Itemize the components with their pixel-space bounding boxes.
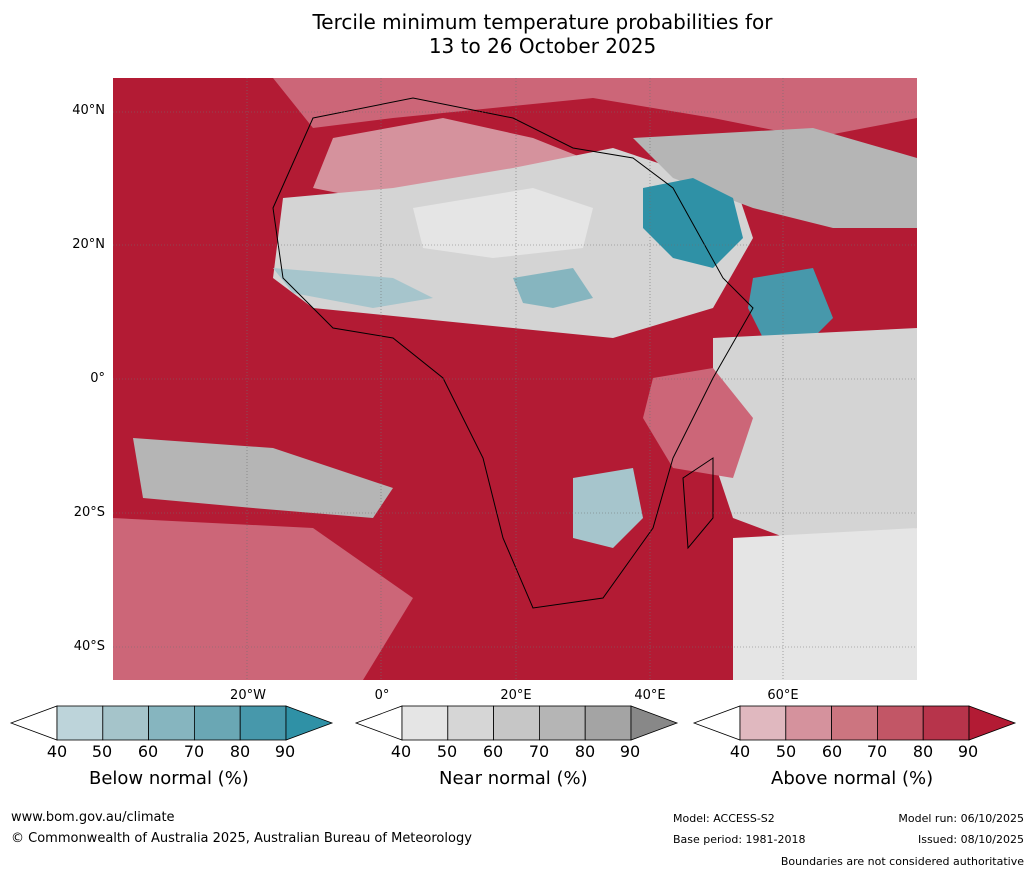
madagascar-coastline	[682, 457, 714, 550]
chart-title: Tercile minimum temperature probabilitie…	[0, 10, 1035, 58]
cbar-near-tick-90: 90	[619, 742, 641, 761]
colorbar-2-min-arrow	[692, 705, 741, 741]
lat-label-20s: 20°S	[73, 505, 105, 520]
region-sahara-light	[413, 188, 593, 258]
colorbar-0	[9, 705, 334, 741]
issued-text: Issued: 08/10/2025	[917, 833, 1024, 846]
cbar-below-tick-40: 40	[46, 742, 68, 761]
cbar-below-tick-60: 60	[137, 742, 159, 761]
colorbar-2-segment-2	[785, 705, 832, 741]
colorbars	[9, 705, 1017, 741]
colorbar-2-segment-4	[877, 705, 924, 741]
colorbar-2	[692, 705, 1017, 741]
region-sudan-below-normal	[513, 268, 593, 308]
cbar-above-tick-50: 50	[775, 742, 797, 761]
cbar-above-tick-90: 90	[957, 742, 979, 761]
region-south-indian-ocean	[733, 528, 917, 680]
lon-label-60e: 60°E	[767, 688, 799, 703]
colorbar-1-segment-2	[447, 705, 494, 741]
lon-label-40e: 40°E	[634, 688, 666, 703]
lat-label-0: 0°	[90, 371, 105, 386]
colorbar-2-segment-3	[831, 705, 878, 741]
title-line-2: 13 to 26 October 2025	[428, 34, 657, 58]
region-middle-east-gray	[633, 128, 917, 228]
base-period-text: Base period: 1981-2018	[673, 833, 806, 846]
lat-label-20n: 20°N	[72, 237, 105, 252]
lat-label-40s: 40°S	[73, 639, 105, 654]
colorbar-0-segment-3	[148, 705, 195, 741]
cbar-near-title: Near normal (%)	[439, 768, 588, 789]
cbar-below-tick-70: 70	[183, 742, 205, 761]
model-text: Model: ACCESS-S2	[673, 812, 775, 825]
region-indian-ocean-near-normal	[713, 328, 917, 548]
colorbar-1-segment-4	[539, 705, 586, 741]
colorbar-1-min-arrow	[354, 705, 403, 741]
cbar-above-tick-60: 60	[821, 742, 843, 761]
region-south-atlantic-above	[113, 518, 413, 680]
region-sahel-below-normal	[273, 268, 433, 308]
cbar-near-tick-50: 50	[436, 742, 458, 761]
graticule	[113, 78, 917, 680]
colorbar-1	[354, 705, 679, 741]
region-southern-africa-below	[573, 468, 643, 548]
cbar-above-tick-40: 40	[729, 742, 751, 761]
copyright-text: © Commonwealth of Australia 2025, Austra…	[11, 831, 472, 846]
region-east-africa-above	[643, 368, 753, 478]
cbar-below-title: Below normal (%)	[89, 768, 249, 789]
cbar-near-tick-80: 80	[574, 742, 596, 761]
colorbar-1-max-arrow	[630, 705, 679, 741]
colorbar-2-max-arrow	[968, 705, 1017, 741]
region-south-atlantic-near-normal	[133, 438, 393, 518]
colorbar-0-segment-4	[193, 705, 241, 741]
colorbar-1-segment-3	[493, 705, 540, 741]
colorbar-1-segment-1	[401, 705, 449, 741]
africa-coastline	[272, 97, 754, 609]
title-line-1: Tercile minimum temperature probabilitie…	[312, 10, 773, 34]
cbar-near-tick-60: 60	[482, 742, 504, 761]
probability-map[interactable]	[113, 78, 917, 680]
cbar-below-tick-50: 50	[91, 742, 113, 761]
colorbar-0-segment-5	[239, 705, 287, 741]
colorbar-2-segment-5	[922, 705, 970, 741]
disclaimer-text: Boundaries are not considered authoritat…	[780, 855, 1024, 868]
lon-label-20e: 20°E	[500, 688, 532, 703]
cbar-near-tick-40: 40	[390, 742, 412, 761]
cbar-above-tick-80: 80	[912, 742, 934, 761]
region-arabian-sea-below-normal	[748, 268, 833, 348]
website-link[interactable]: www.bom.gov.au/climate	[11, 810, 175, 825]
cbar-below-tick-80: 80	[229, 742, 251, 761]
colorbar-0-segment-2	[102, 705, 150, 741]
colorbar-2-segment-1	[739, 705, 787, 741]
model-run-text: Model run: 06/10/2025	[898, 812, 1024, 825]
lon-label-0: 0°	[374, 688, 390, 703]
cbar-above-title: Above normal (%)	[771, 768, 934, 789]
lat-label-40n: 40°N	[72, 103, 105, 118]
colorbar-1-segment-5	[584, 705, 632, 741]
colorbar-0-max-arrow	[285, 705, 334, 741]
cbar-above-tick-70: 70	[866, 742, 888, 761]
colorbar-0-min-arrow	[9, 705, 58, 741]
cbar-near-tick-70: 70	[528, 742, 550, 761]
region-europe	[273, 78, 917, 138]
lon-label-20w: 20°W	[230, 688, 266, 703]
colorbar-0-segment-1	[56, 705, 104, 741]
cbar-below-tick-90: 90	[274, 742, 296, 761]
